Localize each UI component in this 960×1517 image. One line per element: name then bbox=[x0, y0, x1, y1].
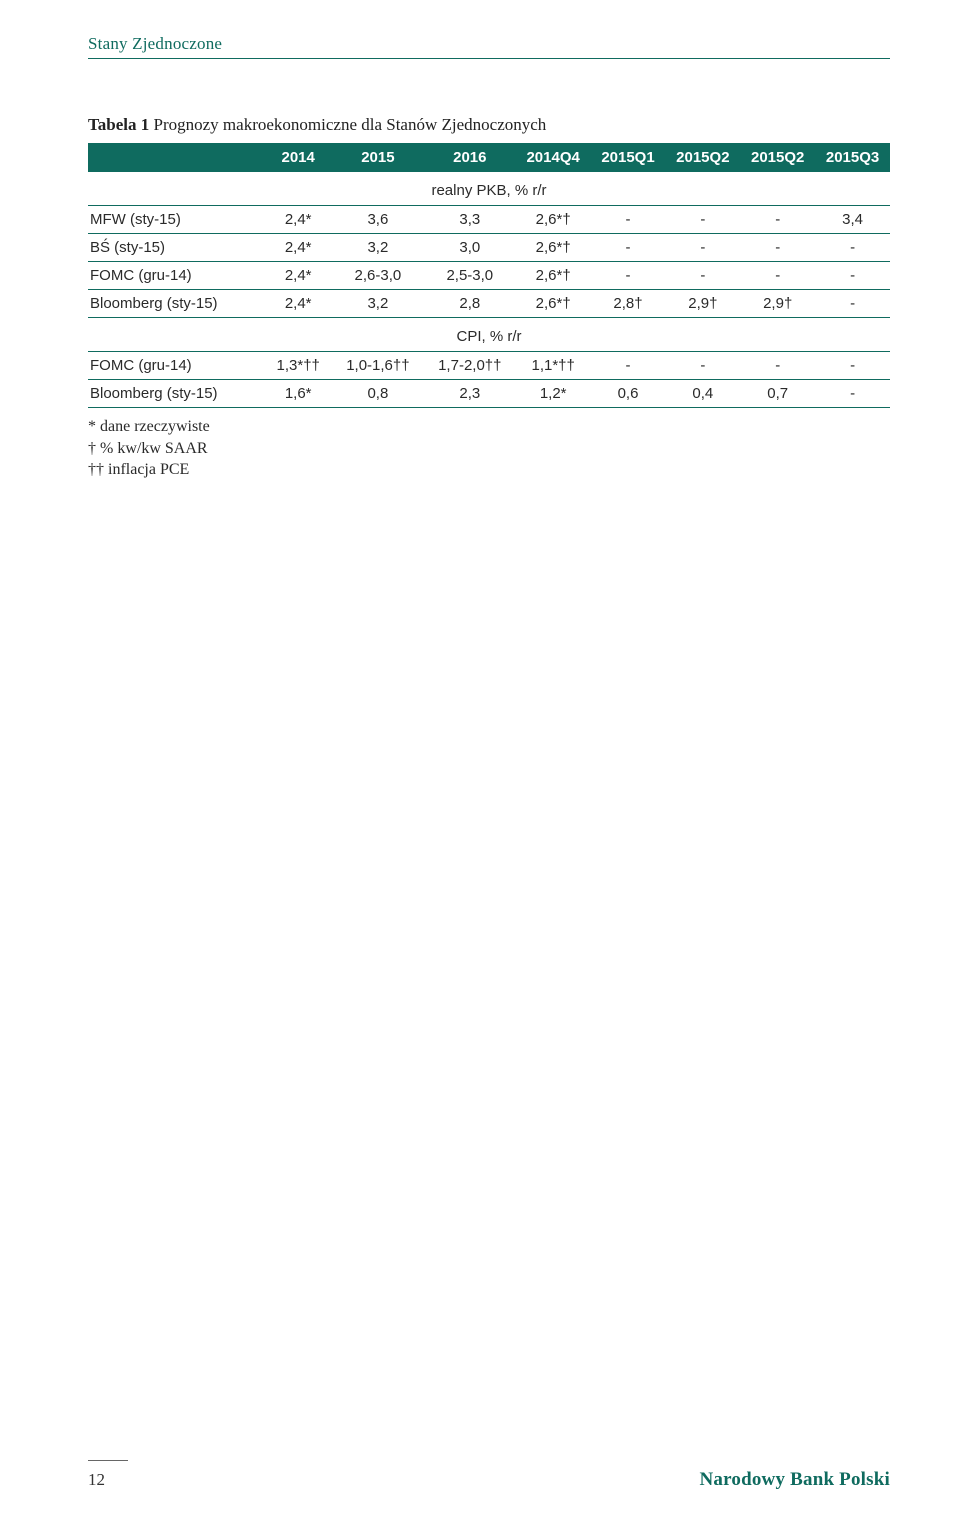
table-cell: 1,2* bbox=[516, 380, 591, 408]
table-cell: 2,6*† bbox=[516, 262, 591, 290]
row-label: FOMC (gru-14) bbox=[88, 262, 264, 290]
table-cell: - bbox=[740, 262, 815, 290]
table-cell: - bbox=[591, 206, 666, 234]
row-label: Bloomberg (sty-15) bbox=[88, 380, 264, 408]
page: Stany Zjednoczone Tabela 1 Prognozy makr… bbox=[0, 0, 960, 1517]
col-header: 2015Q2 bbox=[740, 143, 815, 172]
table-cell: 0,7 bbox=[740, 380, 815, 408]
section-title-row: realny PKB, % r/r bbox=[88, 172, 890, 205]
header-title: Stany Zjednoczone bbox=[88, 34, 222, 53]
table-cell: 0,8 bbox=[332, 380, 424, 408]
table-cell: - bbox=[665, 234, 740, 262]
table-cell: - bbox=[740, 352, 815, 380]
table-cell: 0,6 bbox=[591, 380, 666, 408]
table-cell: 1,7-2,0†† bbox=[424, 352, 516, 380]
table-cell: - bbox=[815, 290, 890, 318]
table-cell: 2,6-3,0 bbox=[332, 262, 424, 290]
page-number: 12 bbox=[88, 1470, 105, 1490]
table-cell: 2,6*† bbox=[516, 234, 591, 262]
table-body: realny PKB, % r/rMFW (sty-15)2,4*3,63,32… bbox=[88, 172, 890, 408]
table-cell: 2,8 bbox=[424, 290, 516, 318]
table-cell: - bbox=[591, 234, 666, 262]
table-cell: 2,5-3,0 bbox=[424, 262, 516, 290]
row-rule bbox=[88, 407, 890, 408]
table-cell: 2,6*† bbox=[516, 290, 591, 318]
table-cell: 2,9† bbox=[665, 290, 740, 318]
row-label: BŚ (sty-15) bbox=[88, 234, 264, 262]
note-line: †† inflacja PCE bbox=[88, 459, 890, 481]
table-cell: - bbox=[740, 234, 815, 262]
table-cell: 1,6* bbox=[264, 380, 332, 408]
table-cell: 2,4* bbox=[264, 262, 332, 290]
section-title: CPI, % r/r bbox=[88, 318, 890, 352]
table-cell: 3,0 bbox=[424, 234, 516, 262]
table-cell: - bbox=[665, 352, 740, 380]
section-title-row: CPI, % r/r bbox=[88, 318, 890, 352]
col-header: 2016 bbox=[424, 143, 516, 172]
table-row: MFW (sty-15)2,4*3,63,32,6*†---3,4 bbox=[88, 206, 890, 234]
forecast-table: 2014201520162014Q42015Q12015Q22015Q22015… bbox=[88, 143, 890, 408]
page-footer: 12 Narodowy Bank Polski bbox=[88, 1469, 890, 1491]
footer-rule bbox=[88, 1460, 128, 1461]
bank-name: Narodowy Bank Polski bbox=[699, 1469, 890, 1491]
col-header: 2015Q2 bbox=[665, 143, 740, 172]
table-cell: 2,3 bbox=[424, 380, 516, 408]
table-cell: - bbox=[665, 262, 740, 290]
table-caption: Tabela 1 Prognozy makroekonomiczne dla S… bbox=[88, 115, 890, 135]
table-row: BŚ (sty-15)2,4*3,23,02,6*†---- bbox=[88, 234, 890, 262]
table-row: Bloomberg (sty-15)2,4*3,22,82,6*†2,8†2,9… bbox=[88, 290, 890, 318]
table-cell: 3,3 bbox=[424, 206, 516, 234]
table-cell: 3,2 bbox=[332, 290, 424, 318]
table-cell: 3,4 bbox=[815, 206, 890, 234]
note-line: † % kw/kw SAAR bbox=[88, 438, 890, 460]
table-head-row: 2014201520162014Q42015Q12015Q22015Q22015… bbox=[88, 143, 890, 172]
table-cell: - bbox=[815, 352, 890, 380]
table-cell: 2,6*† bbox=[516, 206, 591, 234]
table-row: FOMC (gru-14)2,4*2,6-3,02,5-3,02,6*†---- bbox=[88, 262, 890, 290]
row-label: MFW (sty-15) bbox=[88, 206, 264, 234]
note-line: * dane rzeczywiste bbox=[88, 416, 890, 438]
col-header: 2015Q1 bbox=[591, 143, 666, 172]
table-row: FOMC (gru-14)1,3*††1,0-1,6††1,7-2,0††1,1… bbox=[88, 352, 890, 380]
table-cell: - bbox=[740, 206, 815, 234]
table-cell: - bbox=[591, 352, 666, 380]
col-blank bbox=[88, 143, 264, 172]
col-header: 2014 bbox=[264, 143, 332, 172]
header-rule: Stany Zjednoczone bbox=[88, 34, 890, 59]
table-cell: - bbox=[665, 206, 740, 234]
table-cell: 2,4* bbox=[264, 234, 332, 262]
table-cell: - bbox=[815, 234, 890, 262]
table-cell: 3,6 bbox=[332, 206, 424, 234]
col-header: 2015Q3 bbox=[815, 143, 890, 172]
table-cell: 1,0-1,6†† bbox=[332, 352, 424, 380]
table-notes: * dane rzeczywiste† % kw/kw SAAR†† infla… bbox=[88, 416, 890, 481]
section-title: realny PKB, % r/r bbox=[88, 172, 890, 205]
table-cell: - bbox=[815, 262, 890, 290]
table-row: Bloomberg (sty-15)1,6*0,82,31,2*0,60,40,… bbox=[88, 380, 890, 408]
table-cell: 3,2 bbox=[332, 234, 424, 262]
caption-bold: Tabela 1 bbox=[88, 115, 149, 134]
table-cell: 2,4* bbox=[264, 206, 332, 234]
row-label: FOMC (gru-14) bbox=[88, 352, 264, 380]
col-header: 2014Q4 bbox=[516, 143, 591, 172]
table-cell: 2,8† bbox=[591, 290, 666, 318]
col-header: 2015 bbox=[332, 143, 424, 172]
caption-rest: Prognozy makroekonomiczne dla Stanów Zje… bbox=[149, 115, 546, 134]
table-cell: 1,1*†† bbox=[516, 352, 591, 380]
table-head: 2014201520162014Q42015Q12015Q22015Q22015… bbox=[88, 143, 890, 172]
table-cell: - bbox=[591, 262, 666, 290]
table-cell: 1,3*†† bbox=[264, 352, 332, 380]
table-cell: 0,4 bbox=[665, 380, 740, 408]
table-cell: - bbox=[815, 380, 890, 408]
row-label: Bloomberg (sty-15) bbox=[88, 290, 264, 318]
table-cell: 2,4* bbox=[264, 290, 332, 318]
table-cell: 2,9† bbox=[740, 290, 815, 318]
